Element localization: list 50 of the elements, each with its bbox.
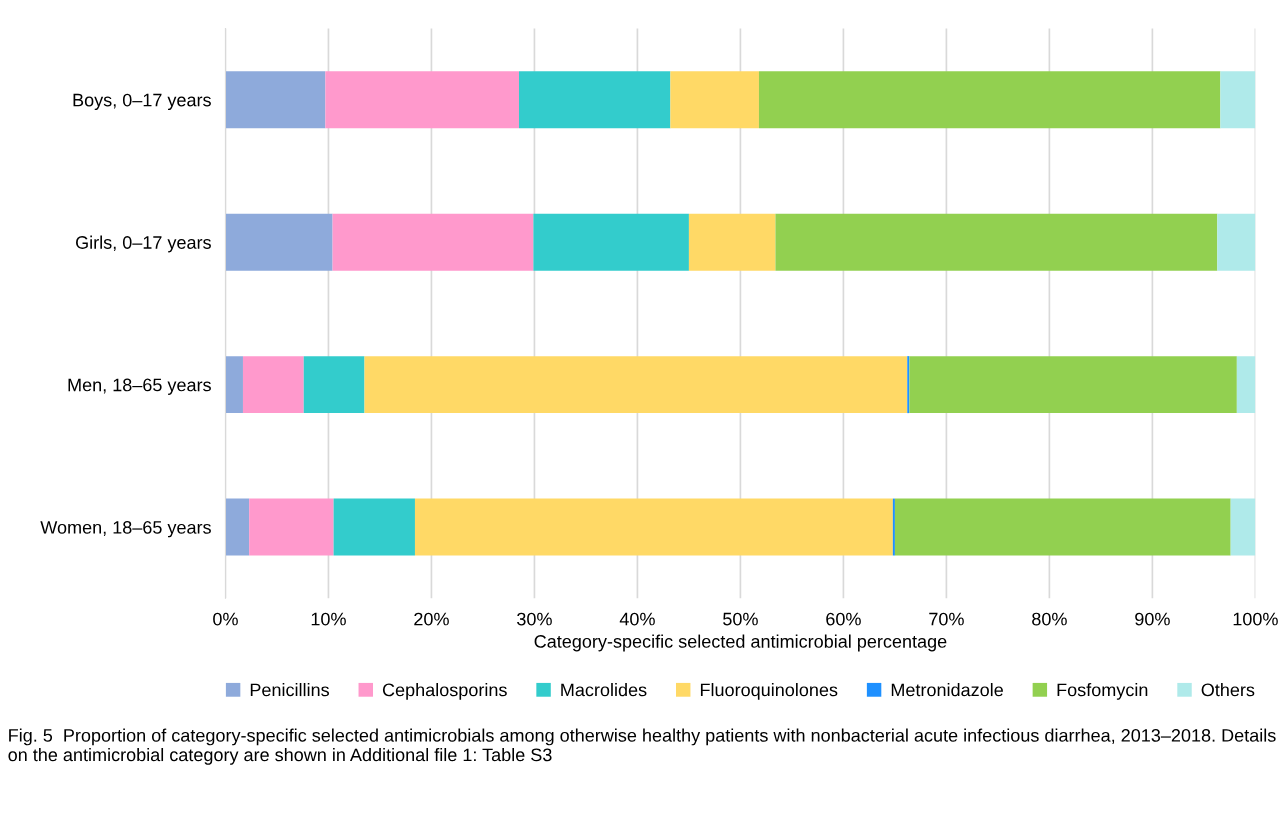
x-tick-label: 10% bbox=[311, 612, 346, 626]
bar bbox=[303, 356, 365, 414]
x-tick-label: 80% bbox=[1032, 612, 1067, 626]
y-tick-label: Men, 18–65 years bbox=[68, 378, 211, 395]
legend-label: Penicillins bbox=[250, 683, 329, 697]
bar bbox=[364, 356, 908, 414]
bar bbox=[670, 71, 759, 129]
bar bbox=[225, 213, 333, 271]
bar bbox=[533, 213, 689, 271]
bar bbox=[333, 498, 415, 556]
bar bbox=[325, 71, 519, 129]
y-tick-label: Girls, 0–17 years bbox=[76, 235, 211, 253]
bar bbox=[242, 356, 304, 414]
bar bbox=[332, 213, 534, 271]
legend-label: Fosfomycin bbox=[1057, 683, 1148, 700]
legend-label: Metronidazole bbox=[891, 683, 1003, 697]
y-tick-label: Boys, 0–17 years bbox=[73, 93, 211, 110]
bar bbox=[1220, 71, 1256, 129]
x-tick-label: 40% bbox=[619, 612, 655, 626]
bar bbox=[894, 498, 1231, 556]
bar bbox=[1230, 498, 1256, 556]
bar bbox=[688, 213, 776, 271]
x-tick-label: 60% bbox=[826, 612, 861, 626]
x-tick-label: 90% bbox=[1135, 612, 1170, 626]
bar bbox=[225, 498, 250, 556]
bar bbox=[909, 356, 1237, 414]
x-tick-label: 70% bbox=[929, 612, 964, 626]
x-axis-title: Category-specific selected antimicrobial percentage bbox=[534, 634, 947, 652]
bar bbox=[414, 498, 893, 556]
bar bbox=[892, 498, 895, 556]
caption: Fig. 5 Proportion of category-specific selected antimicrobials among otherwise healthy patients with nonbacterial acute infectious diarrhea, 2013–2018. Details on the antimicrobial category are shown in Additional file 1: Table S3 bbox=[8, 728, 1276, 765]
bar bbox=[1236, 356, 1256, 414]
bar bbox=[225, 356, 243, 414]
bar bbox=[225, 71, 326, 129]
legend-label: Macrolides bbox=[561, 683, 647, 697]
x-tick-label: 50% bbox=[723, 612, 758, 626]
x-tick-label: 30% bbox=[517, 612, 552, 626]
legend-label: Fluoroquinolones bbox=[700, 683, 838, 700]
x-tick-label: 100% bbox=[1233, 612, 1278, 626]
bar bbox=[775, 213, 1218, 271]
bar bbox=[1217, 213, 1256, 271]
x-tick-label: 0% bbox=[213, 612, 238, 626]
y-tick-label: Women, 18–65 years bbox=[40, 521, 211, 538]
legend-label: Others bbox=[1201, 683, 1255, 697]
bar bbox=[907, 356, 910, 414]
legend-label: Cephalosporins bbox=[382, 683, 507, 700]
x-tick-label: 20% bbox=[414, 612, 449, 626]
bar bbox=[518, 71, 671, 129]
bar bbox=[758, 71, 1221, 129]
bar bbox=[249, 498, 334, 556]
